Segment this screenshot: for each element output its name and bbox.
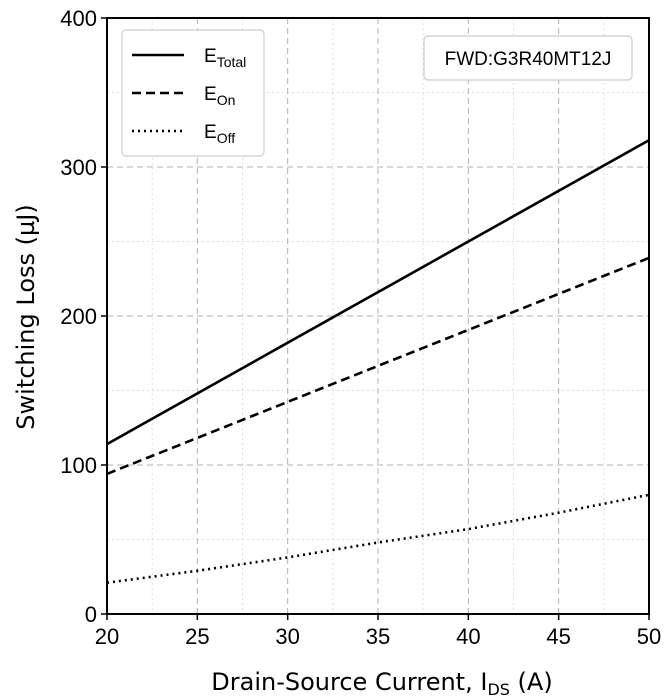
legend-label-sub: Total xyxy=(217,54,247,70)
legend-label-main: E xyxy=(204,84,217,105)
x-tick-label: 30 xyxy=(275,624,299,649)
y-tick-label: 400 xyxy=(60,6,97,31)
x-axis-label-main: Drain-Source Current, I xyxy=(211,668,487,696)
ticks-layer: 20 25 30 35 40 45 50 0 100 200 300 400 xyxy=(60,6,661,649)
x-tick-label: 45 xyxy=(546,624,570,649)
x-tick-label: 25 xyxy=(185,624,209,649)
y-tick-label: 0 xyxy=(85,602,97,627)
x-tick-label: 35 xyxy=(366,624,390,649)
legend-label-on: EOn xyxy=(204,84,235,108)
x-axis-label: Drain-Source Current, IDS (A) xyxy=(211,668,552,699)
x-axis-label-sub: DS xyxy=(487,680,509,699)
x-axis-label-unit: (A) xyxy=(510,668,553,696)
legend-label-main: E xyxy=(204,122,217,143)
legend-label-off: EOff xyxy=(204,122,235,146)
legend-label-main: E xyxy=(204,46,217,67)
y-tick-label: 200 xyxy=(60,304,97,329)
legend-label-sub: On xyxy=(217,92,236,108)
series-line-total xyxy=(106,139,650,446)
annotation-text: FWD:G3R40MT12J xyxy=(445,49,612,70)
series-line-off xyxy=(106,493,650,584)
y-tick-label: 100 xyxy=(60,453,97,478)
series-layer xyxy=(106,139,650,584)
y-tick-label: 300 xyxy=(60,155,97,180)
x-tick-label: 20 xyxy=(95,624,119,649)
y-axis-label: Switching Loss (µJ) xyxy=(12,204,40,429)
legend-label-total: ETotal xyxy=(204,46,246,70)
device-annotation: FWD:G3R40MT12J xyxy=(423,35,633,81)
legend-label-sub: Off xyxy=(217,130,236,146)
x-tick-label: 50 xyxy=(637,624,661,649)
x-tick-label: 40 xyxy=(456,624,480,649)
legend-box xyxy=(121,29,265,157)
annotation-box xyxy=(423,35,633,81)
